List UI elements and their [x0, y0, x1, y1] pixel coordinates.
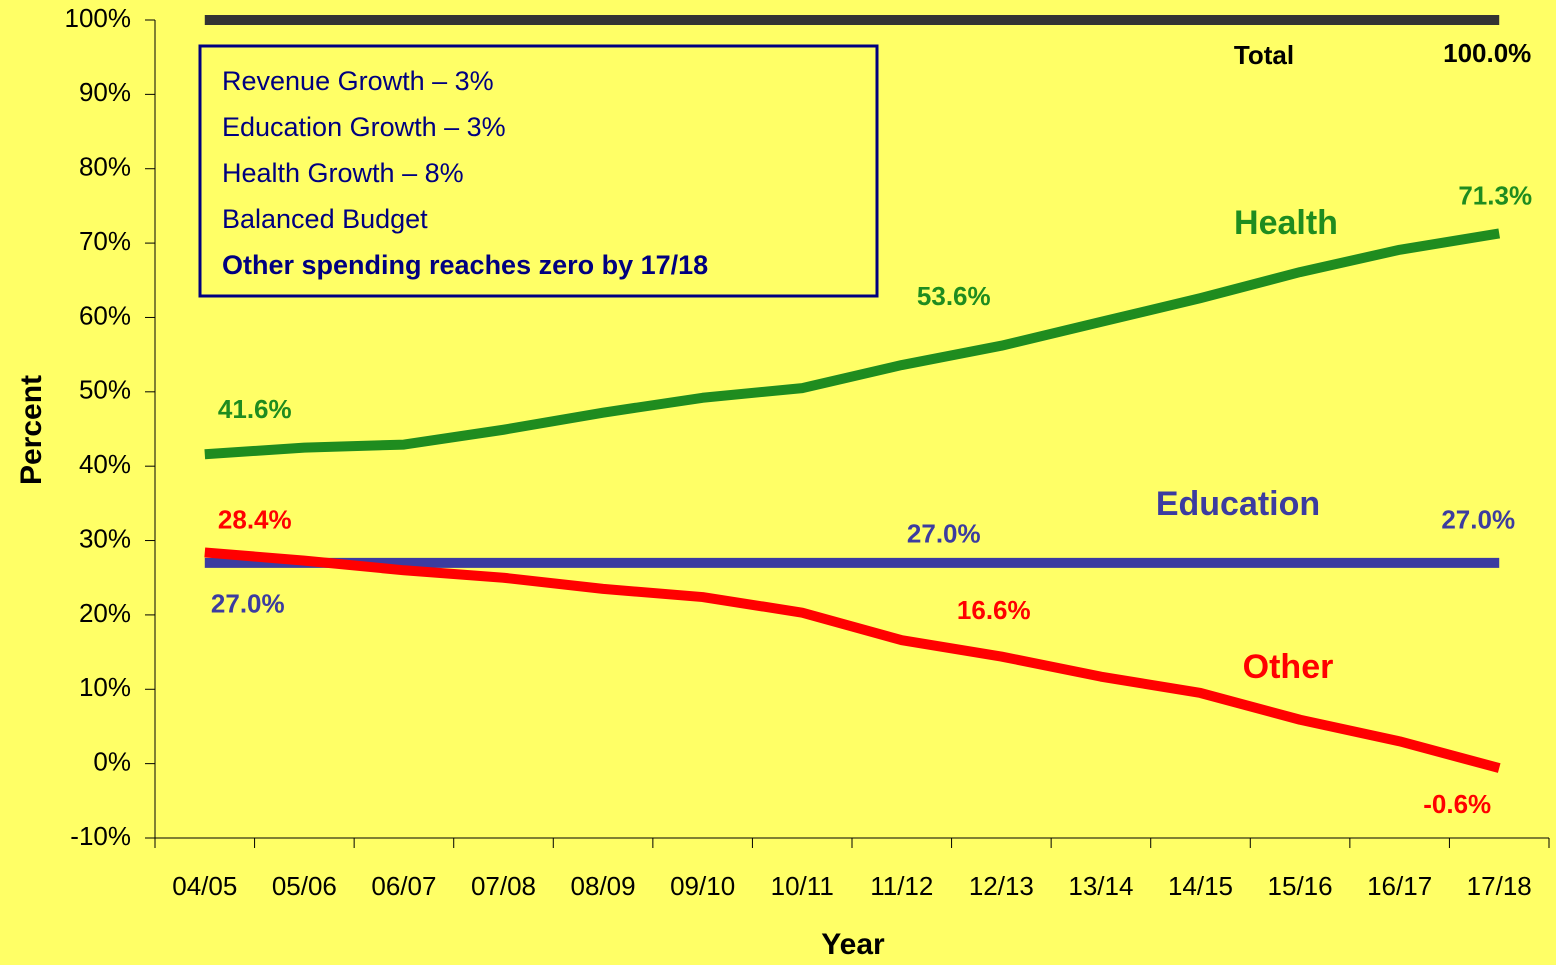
value-label: 27.0% — [1441, 505, 1515, 535]
x-tick-label: 12/13 — [969, 871, 1034, 901]
value-label: -0.6% — [1423, 789, 1491, 819]
x-tick-label: 08/09 — [571, 871, 636, 901]
y-tick-label: 60% — [79, 300, 131, 330]
annotation: Other spending reaches zero by 17/18 — [222, 250, 708, 280]
y-tick-label: -10% — [70, 821, 131, 851]
y-axis-title: Percent — [15, 375, 48, 485]
annotation: Education Growth – 3% — [222, 112, 506, 142]
annotation: Health Growth – 8% — [222, 158, 464, 188]
annotation-box — [198, 44, 879, 298]
x-tick-label: 10/11 — [771, 871, 834, 901]
value-label: 41.6% — [218, 394, 292, 424]
y-tick-label: 10% — [79, 672, 131, 702]
value-label: 28.4% — [218, 504, 292, 534]
value-label: 27.0% — [907, 519, 981, 549]
y-tick-label: 90% — [79, 77, 131, 107]
x-tick-label: 16/17 — [1367, 871, 1432, 901]
y-tick-label: 30% — [79, 523, 131, 553]
x-tick-label: 05/06 — [272, 871, 337, 901]
series-name: Education — [1156, 485, 1320, 523]
x-tick-label: 17/18 — [1467, 871, 1532, 901]
y-tick-label: 20% — [79, 598, 131, 628]
x-axis-title: Year — [821, 928, 885, 961]
x-tick-label: 09/10 — [670, 871, 735, 901]
y-tick-label: 50% — [79, 375, 131, 405]
series-name: Health — [1234, 204, 1338, 242]
x-tick-label: 11/12 — [870, 871, 933, 901]
x-tick-label: 15/16 — [1268, 871, 1333, 901]
annotation: Balanced Budget — [222, 204, 428, 234]
value-label: 53.6% — [917, 281, 991, 311]
y-tick-label: 100% — [65, 3, 132, 33]
x-tick-label: 13/14 — [1068, 871, 1133, 901]
value-label: 16.6% — [957, 595, 1031, 625]
value-label: 100.0% — [1443, 38, 1531, 68]
x-tick-label: 14/15 — [1168, 871, 1233, 901]
series-line — [204, 547, 1501, 773]
value-label: 27.0% — [211, 589, 285, 619]
x-tick-label: 06/07 — [371, 871, 436, 901]
value-label: 71.3% — [1458, 180, 1532, 210]
y-tick-label: 70% — [79, 226, 131, 256]
x-tick-label: 04/05 — [172, 871, 237, 901]
y-tick-label: 80% — [79, 152, 131, 182]
series-line — [204, 228, 1501, 460]
y-tick-label: 0% — [93, 747, 131, 777]
series-name: Other — [1243, 648, 1334, 686]
series-name: Total — [1234, 40, 1294, 70]
x-tick-label: 07/08 — [471, 871, 536, 901]
annotation: Revenue Growth – 3% — [222, 66, 494, 96]
y-tick-label: 40% — [79, 449, 131, 479]
